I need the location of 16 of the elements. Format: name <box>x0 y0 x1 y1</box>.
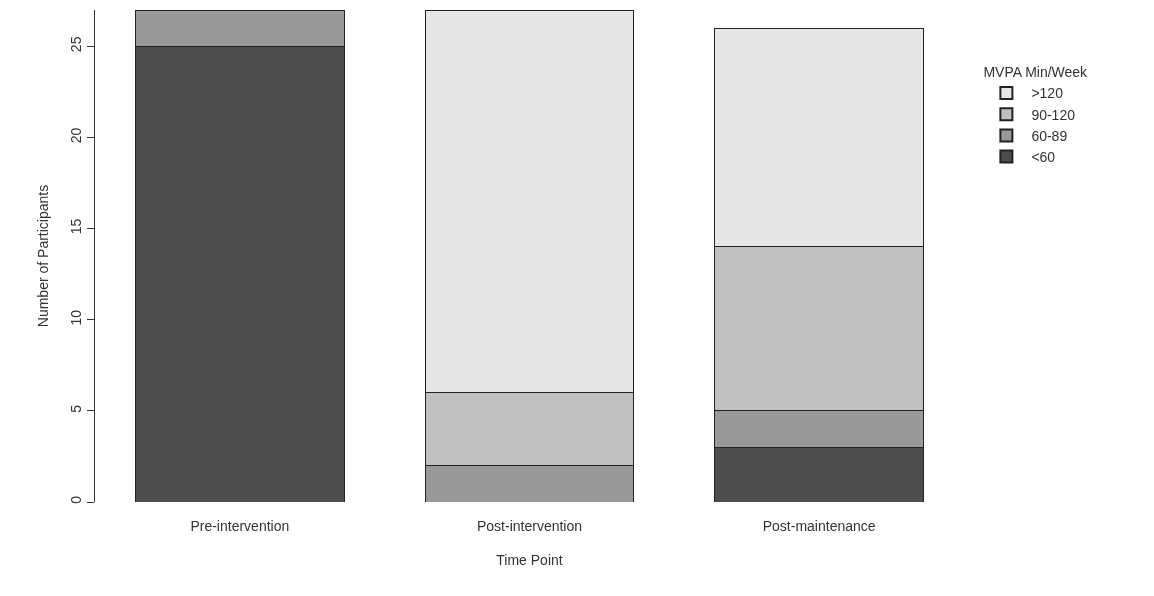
y-tick-label: 25 <box>68 36 85 53</box>
legend-label: 90-120 <box>1031 106 1076 123</box>
y-tick-label: 15 <box>68 218 85 235</box>
x-tick-label: Post-intervention <box>476 518 583 534</box>
y-axis-title: Number of Participants <box>35 184 51 328</box>
legend-label: <60 <box>1031 149 1056 166</box>
y-tick-label: 10 <box>68 309 85 326</box>
legend-title: MVPA Min/Week <box>983 64 1089 81</box>
x-tick-label: Post-maintenance <box>762 518 876 534</box>
legend-label: 60-89 <box>1031 127 1068 144</box>
y-tick-label: 20 <box>68 127 85 144</box>
x-axis-title: Time Point <box>496 552 563 569</box>
y-tick-label: 0 <box>68 495 85 504</box>
x-tick-label: Pre-intervention <box>190 518 290 534</box>
y-tick-label: 5 <box>68 404 85 413</box>
legend-label: >120 <box>1031 85 1064 102</box>
